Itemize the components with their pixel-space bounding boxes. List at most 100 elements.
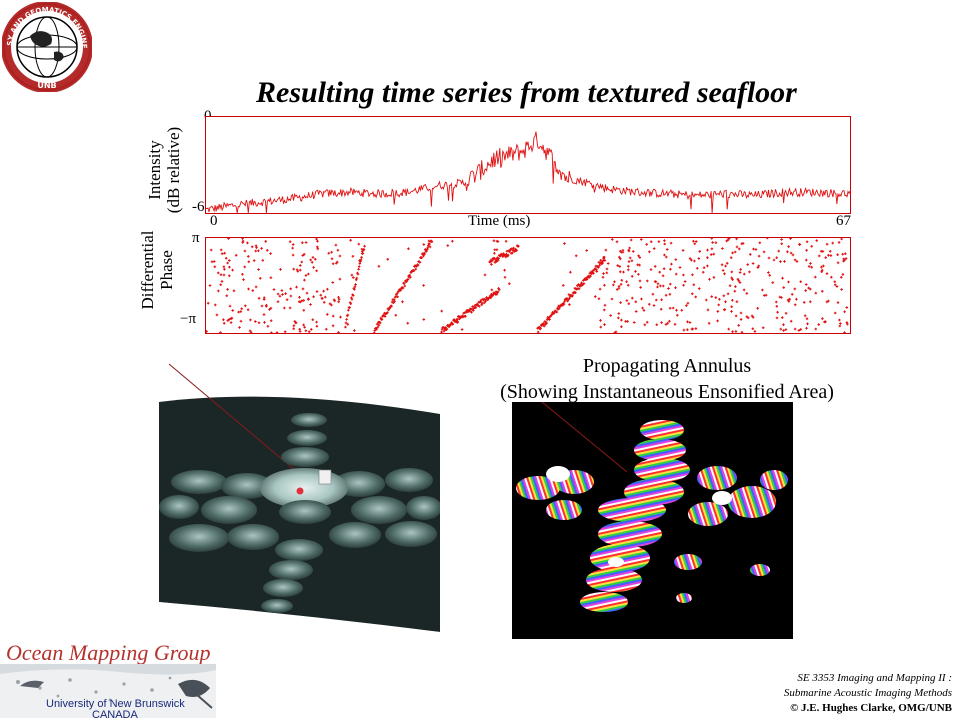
phase-random-point	[797, 329, 801, 332]
annulus-caption-line2: (Showing Instantaneous Ensonified Area)	[500, 381, 834, 403]
phase-ramp-point	[592, 271, 595, 275]
phase-random-point	[599, 319, 602, 322]
phase-random-point	[223, 268, 226, 271]
phase-random-point	[793, 327, 797, 331]
phase-ramp-point	[376, 325, 380, 329]
phase-random-point	[265, 305, 268, 308]
phase-random-point	[335, 260, 339, 264]
phase-random-point	[723, 308, 727, 311]
phase-random-point	[289, 287, 292, 291]
phase-random-point	[731, 299, 734, 302]
phase-random-point	[346, 323, 350, 326]
annulus-graphic	[516, 402, 788, 612]
phase-random-point	[767, 271, 770, 274]
phase-random-point	[712, 252, 716, 256]
phase-ramp-point	[580, 281, 583, 285]
phase-random-point	[619, 301, 622, 304]
phase-random-point	[217, 289, 220, 293]
phase-random-point	[668, 306, 672, 310]
phase-random-point	[298, 328, 301, 331]
phase-random-point	[736, 278, 740, 281]
phase-ramp-point	[488, 260, 492, 264]
phase-random-point	[334, 243, 338, 247]
university-country: CANADA	[92, 709, 138, 721]
phase-random-point	[767, 256, 771, 260]
phase-random-point	[786, 298, 790, 302]
phase-ramp-point	[566, 298, 570, 302]
phase-ramp-point	[353, 288, 356, 291]
phase-random-point	[726, 292, 730, 296]
phase-random-point	[243, 265, 246, 269]
phase-random-point	[627, 268, 630, 272]
phase-random-point	[686, 320, 689, 324]
phase-random-point	[327, 251, 331, 255]
phase-random-point	[303, 325, 306, 329]
phase-random-point	[210, 260, 214, 264]
phase-random-point	[833, 283, 837, 287]
phase-random-point	[671, 306, 675, 310]
phase-ramp-point	[470, 310, 473, 314]
phase-random-point	[625, 299, 629, 302]
phase-ramp-point	[548, 318, 551, 321]
phase-random-point	[606, 262, 610, 265]
phase-ramp-point	[451, 322, 455, 326]
phase-random-point	[617, 312, 621, 315]
phase-random-point	[619, 257, 622, 261]
phase-random-point	[822, 264, 825, 268]
phase-random-point	[246, 241, 249, 245]
phase-random-point	[688, 257, 692, 260]
phase-random-point	[710, 237, 713, 240]
phase-random-point	[330, 250, 333, 254]
phase-random-point	[220, 252, 224, 255]
phase-random-point	[295, 285, 298, 289]
phase-random-point	[377, 265, 381, 268]
phase-random-point	[260, 247, 263, 250]
phase-random-point	[698, 250, 701, 253]
phase-random-point	[225, 294, 229, 297]
phase-ramp-point	[565, 297, 569, 300]
phase-random-point	[714, 241, 718, 244]
phase-random-point	[840, 237, 843, 241]
phase-random-point	[268, 308, 271, 311]
phase-random-point	[745, 292, 749, 295]
phase-random-point	[244, 304, 247, 308]
phase-random-point	[229, 317, 233, 320]
phase-random-point	[252, 259, 256, 262]
phase-random-point	[735, 237, 738, 241]
phase-ramp-point	[563, 300, 566, 303]
phase-random-point	[247, 287, 250, 291]
phase-random-point	[585, 249, 588, 252]
phase-random-point	[784, 312, 788, 315]
phase-random-point	[748, 270, 751, 274]
phase-random-point	[239, 319, 243, 323]
phase-random-point	[809, 300, 812, 303]
phase-random-point	[731, 251, 734, 255]
phase-random-point	[237, 310, 240, 314]
phase-ramp-point	[484, 300, 487, 303]
phase-random-point	[706, 248, 709, 252]
phase-ramp-point	[406, 278, 410, 281]
phase-random-point	[599, 325, 603, 329]
phase-random-point	[709, 253, 713, 256]
phase-ramp-point	[425, 250, 428, 253]
phase-random-point	[231, 309, 234, 312]
phase-random-point	[665, 255, 668, 259]
phase-random-point	[307, 330, 311, 334]
phase-random-point	[315, 237, 318, 241]
phase-random-point	[666, 321, 669, 325]
phase-random-point	[630, 259, 634, 263]
phase-random-point	[620, 279, 624, 282]
phase-random-point	[652, 304, 656, 307]
phase-ramp-point	[555, 310, 559, 314]
phase-random-point	[451, 239, 454, 243]
phase-random-point	[693, 259, 696, 263]
phase-random-point	[618, 255, 621, 259]
phase-random-point	[752, 247, 755, 251]
phase-random-point	[688, 321, 692, 324]
phase-random-point	[307, 272, 310, 276]
phase-random-point	[735, 300, 739, 303]
phase-ramp-point	[515, 248, 518, 252]
phase-random-point	[691, 273, 694, 277]
phase-random-point	[446, 244, 450, 247]
phase-random-point	[302, 253, 306, 256]
